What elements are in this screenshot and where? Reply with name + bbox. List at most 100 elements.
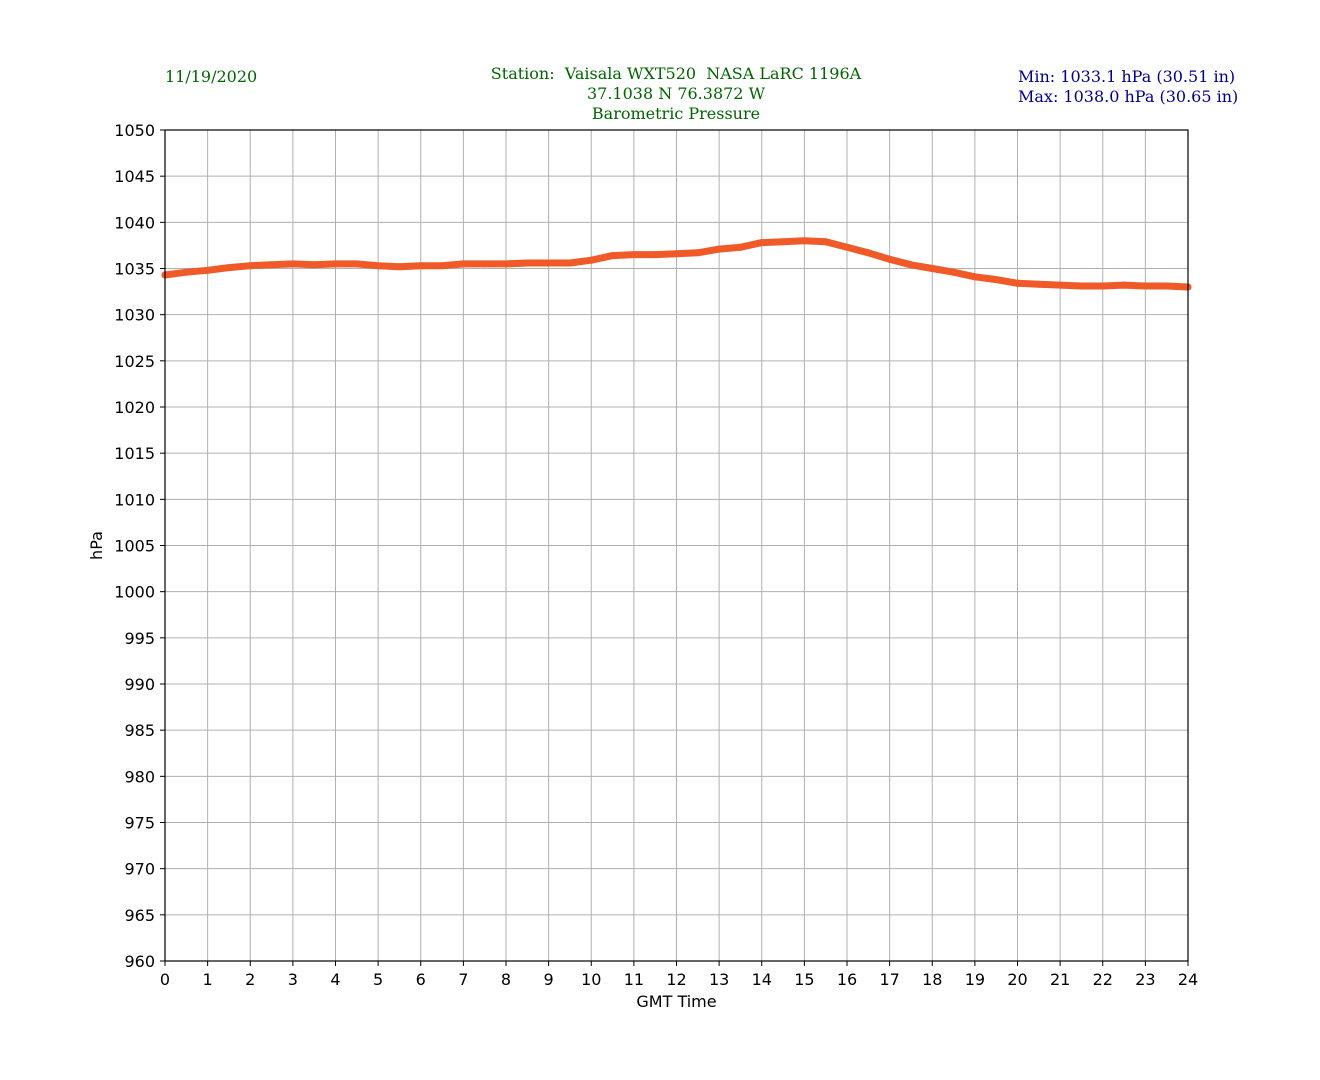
min-line: Min: 1033.1 hPa (30.51 in): [1018, 67, 1236, 86]
x-tick-label: 10: [581, 970, 601, 989]
data-point: [310, 261, 318, 269]
data-point: [268, 261, 276, 269]
data-point: [843, 243, 851, 251]
data-point: [1077, 282, 1085, 290]
y-tick-label: 1005: [114, 537, 155, 556]
data-point: [204, 266, 212, 274]
x-tick-label: 2: [245, 970, 255, 989]
y-tick-label: 1020: [114, 398, 155, 417]
x-tick-label: 5: [373, 970, 383, 989]
data-point: [1099, 282, 1107, 290]
data-point: [800, 237, 808, 245]
data-point: [332, 260, 339, 268]
data-point: [736, 243, 744, 251]
y-tick-label: 975: [124, 814, 155, 833]
data-point: [609, 252, 617, 260]
data-point: [651, 251, 659, 259]
data-point: [225, 264, 233, 272]
x-tick-label: 13: [709, 970, 729, 989]
data-point: [907, 261, 915, 269]
x-tick-label: 14: [752, 970, 772, 989]
plot-frame: [164, 129, 1189, 962]
data-point: [1014, 279, 1021, 287]
data-series: [161, 237, 1192, 291]
x-tick-label: 7: [458, 970, 468, 989]
x-tick-label: 12: [666, 970, 686, 989]
x-tick-label: 20: [1007, 970, 1027, 989]
y-tick-label: 965: [124, 906, 155, 925]
x-tick-label: 15: [794, 970, 814, 989]
y-tick-label: 985: [124, 721, 155, 740]
y-axis-label: hPa: [87, 531, 106, 560]
x-tick-label: 6: [416, 970, 426, 989]
data-point: [779, 238, 787, 246]
title-line: Barometric Pressure: [591, 104, 761, 123]
data-point: [353, 260, 361, 268]
data-point: [182, 268, 190, 276]
data-point: [587, 256, 595, 264]
data-point: [758, 239, 766, 247]
x-tick-label: 8: [501, 970, 511, 989]
station-line: Station: Vaisala WXT520 NASA LaRC 1196A: [490, 64, 862, 83]
y-tick-label: 1045: [114, 167, 155, 186]
x-tick-label: 3: [288, 970, 298, 989]
data-point: [438, 262, 446, 270]
data-point: [715, 245, 723, 253]
data-point: [1056, 281, 1064, 289]
data-point: [992, 276, 1000, 284]
chart-title: Station: Vaisala WXT520 NASA LaRC 1196A …: [426, 64, 926, 124]
y-axis-ticks: 960 965 970 975 980 985 990 995 1000 1005 1010 1015…: [114, 121, 165, 971]
y-tick-label: 1035: [114, 260, 155, 279]
data-point: [822, 238, 830, 246]
x-tick-label: 17: [879, 970, 899, 989]
x-tick-label: 11: [624, 970, 644, 989]
data-point: [971, 273, 979, 281]
y-tick-label: 1030: [114, 306, 155, 325]
x-tick-label: 19: [965, 970, 985, 989]
data-point: [459, 260, 467, 268]
y-tick-label: 995: [124, 629, 155, 648]
max-line: Max: 1038.0 hPa (30.65 in): [1018, 87, 1239, 106]
data-point: [289, 260, 297, 268]
data-point: [502, 260, 510, 268]
data-point: [481, 260, 489, 268]
data-point: [864, 249, 872, 257]
data-point: [545, 259, 553, 267]
y-tick-label: 1000: [114, 583, 155, 602]
x-tick-label: 22: [1093, 970, 1113, 989]
y-tick-label: 990: [124, 675, 155, 694]
date-label: 11/19/2020: [165, 67, 258, 86]
data-point: [523, 259, 531, 267]
data-point: [374, 262, 382, 270]
data-point: [1035, 280, 1043, 288]
x-tick-label: 1: [203, 970, 213, 989]
data-point: [694, 249, 702, 257]
data-point: [246, 262, 254, 270]
data-point: [928, 265, 936, 272]
x-tick-label: 21: [1050, 970, 1070, 989]
x-tick-label: 0: [160, 970, 170, 989]
y-tick-label: 980: [124, 767, 155, 786]
y-tick-label: 1010: [114, 490, 155, 509]
data-point: [566, 259, 574, 267]
x-tick-label: 18: [922, 970, 942, 989]
data-point: [395, 263, 403, 271]
coords-line: 37.1038 N 76.3872 W: [586, 84, 766, 103]
data-point: [417, 262, 425, 270]
min-max-stats: Min: 1033.1 hPa (30.51 in) Max: 1038.0 h…: [1018, 67, 1238, 107]
y-tick-label: 970: [124, 860, 155, 879]
y-tick-label: 1025: [114, 352, 155, 371]
x-tick-label: 4: [330, 970, 340, 989]
data-point: [1141, 282, 1149, 290]
data-point: [1120, 281, 1128, 289]
x-tick-label: 9: [544, 970, 554, 989]
x-tick-label: 16: [837, 970, 857, 989]
x-tick-label: 23: [1135, 970, 1155, 989]
x-axis-ticks: 0 1 2 3 4 5 6 7 8 9 10 11 12 13 14 15 16 17 18 19 20 21 22 23 24: [160, 961, 1198, 989]
data-point: [630, 251, 638, 259]
x-tick-label: 24: [1178, 970, 1198, 989]
x-axis-label: GMT Time: [636, 992, 716, 1011]
y-tick-label: 1015: [114, 444, 155, 463]
data-point: [1163, 282, 1171, 290]
